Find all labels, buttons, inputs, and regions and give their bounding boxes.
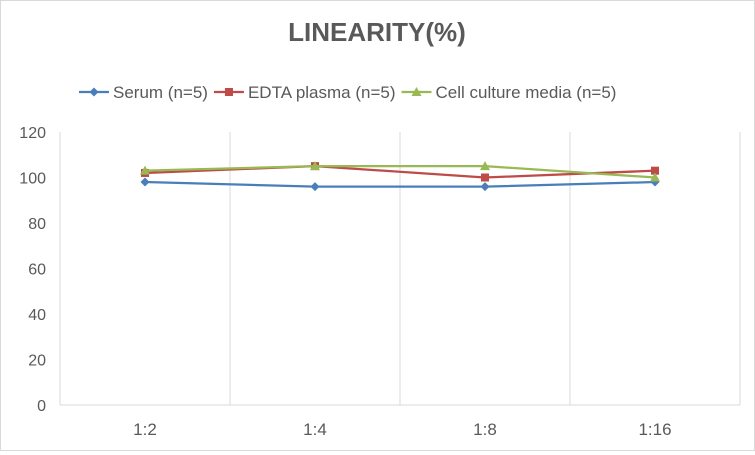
y-tick-label: 100 xyxy=(19,171,46,188)
y-axis-ticks: 0 20 40 60 80 100 120 xyxy=(19,125,46,415)
legend-marker xyxy=(89,87,99,97)
y-tick-label: 40 xyxy=(28,307,46,324)
series-line xyxy=(144,165,656,179)
legend-label: Serum (n=5) xyxy=(113,83,208,102)
x-tick-label: 1:2 xyxy=(133,420,157,439)
y-tick-label: 80 xyxy=(28,216,46,233)
legend-label: EDTA plasma (n=5) xyxy=(248,83,396,102)
y-tick-label: 20 xyxy=(28,353,46,370)
data-point xyxy=(650,172,660,182)
legend-marker xyxy=(224,88,233,96)
data-point xyxy=(481,173,489,182)
x-axis-ticks: 1:2 1:4 1:8 1:16 xyxy=(133,420,671,439)
series-1 xyxy=(140,177,660,192)
y-tick-label: 60 xyxy=(28,262,46,279)
x-tick-label: 1:16 xyxy=(638,420,671,439)
legend: Serum (n=5) EDTA plasma (n=5) Cell culture… xyxy=(79,83,616,102)
legend-item: Serum (n=5) xyxy=(79,83,208,102)
grid-lines xyxy=(59,132,741,406)
x-tick-label: 1:8 xyxy=(473,420,497,439)
data-point xyxy=(480,182,490,192)
legend-marker xyxy=(411,87,422,96)
series-group xyxy=(140,161,660,192)
y-tick-label: 120 xyxy=(19,125,46,142)
x-tick-label: 1:4 xyxy=(303,420,327,439)
y-tick-label: 0 xyxy=(37,398,46,415)
data-point xyxy=(310,182,320,192)
data-point xyxy=(310,161,320,171)
legend-item: Cell culture media (n=5) xyxy=(401,83,617,102)
series-line xyxy=(144,165,656,179)
data-point xyxy=(480,161,490,171)
legend-item: EDTA plasma (n=5) xyxy=(213,83,396,102)
series-3 xyxy=(140,161,660,182)
chart-title: LINEARITY(%) xyxy=(288,17,466,47)
legend-label: Cell culture media (n=5) xyxy=(436,83,617,102)
data-point xyxy=(140,165,150,175)
data-point xyxy=(651,166,659,175)
series-line xyxy=(144,180,656,188)
data-point xyxy=(140,177,150,187)
